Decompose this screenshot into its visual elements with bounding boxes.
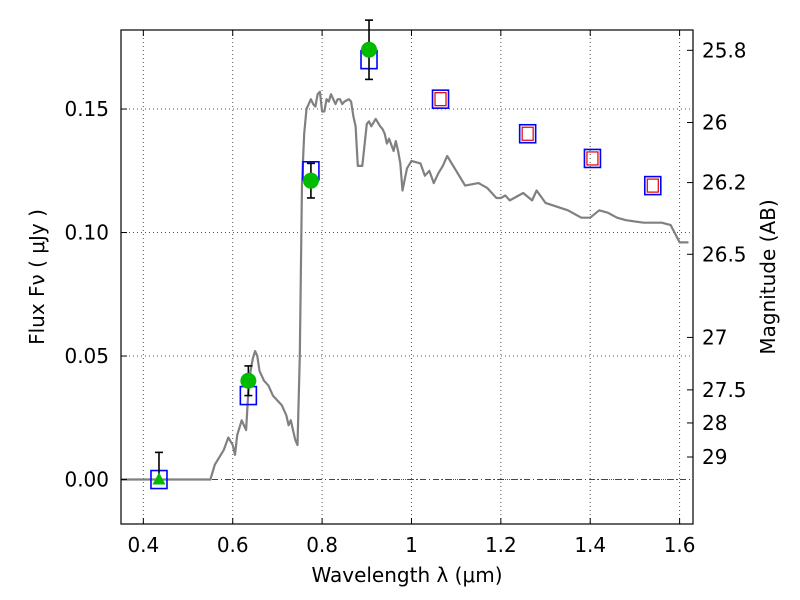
x-tick-label: 0.8: [306, 533, 338, 557]
model-ir-square-outer: [643, 175, 662, 196]
right-tick-label: 25.8: [702, 38, 747, 62]
ticks: 0.4 0.6 0.8 1 1.2 1.4 1.6 0.00 0.05 0.10 0.15 25.8 2…: [64, 30, 747, 557]
y-tick-label: 0.00: [64, 468, 109, 492]
detection-point: [240, 372, 257, 389]
y-tick-label: 0.15: [64, 97, 109, 121]
right-tick-label: 27: [702, 325, 727, 349]
model-ir-square-inner: [521, 126, 534, 141]
model-ir-square-outer: [518, 123, 537, 144]
x-tick-label: 1.4: [574, 533, 606, 557]
model-ir-square-outer: [431, 89, 450, 109]
x-axis-label: Wavelength λ (μm): [311, 563, 502, 587]
plot-frame: [120, 29, 694, 525]
sed-model-line: [121, 90, 689, 481]
right-tick-label: 26.2: [702, 171, 747, 195]
right-tick-label: 26: [702, 111, 727, 135]
model-ir-square-outer: [583, 148, 602, 169]
x-tick-label: 0.4: [127, 533, 159, 557]
series-layer: [121, 19, 689, 490]
grid-lines: [121, 30, 693, 524]
y-tick-label: 0.10: [64, 221, 109, 245]
x-tick-label: 1.2: [485, 533, 517, 557]
model-ir-square-inner: [646, 178, 659, 193]
x-tick-label: 0.6: [217, 533, 249, 557]
right-y-axis-label: Magnitude (AB): [756, 199, 780, 354]
x-tick-label: 1.6: [664, 533, 696, 557]
model-ir-square-inner: [434, 92, 447, 107]
y-axis-label: Flux Fν ( μJy ): [25, 209, 49, 345]
detection-point: [361, 41, 378, 58]
right-tick-label: 27.5: [702, 378, 747, 402]
right-tick-label: 29: [702, 445, 727, 469]
y-tick-label: 0.05: [64, 344, 109, 368]
right-tick-label: 26.5: [702, 242, 747, 266]
detection-point: [302, 172, 319, 189]
model-ir-square-inner: [586, 151, 599, 166]
upper-limit-triangle: [152, 472, 166, 485]
right-tick-label: 28: [702, 411, 727, 435]
x-tick-label: 1: [405, 533, 418, 557]
